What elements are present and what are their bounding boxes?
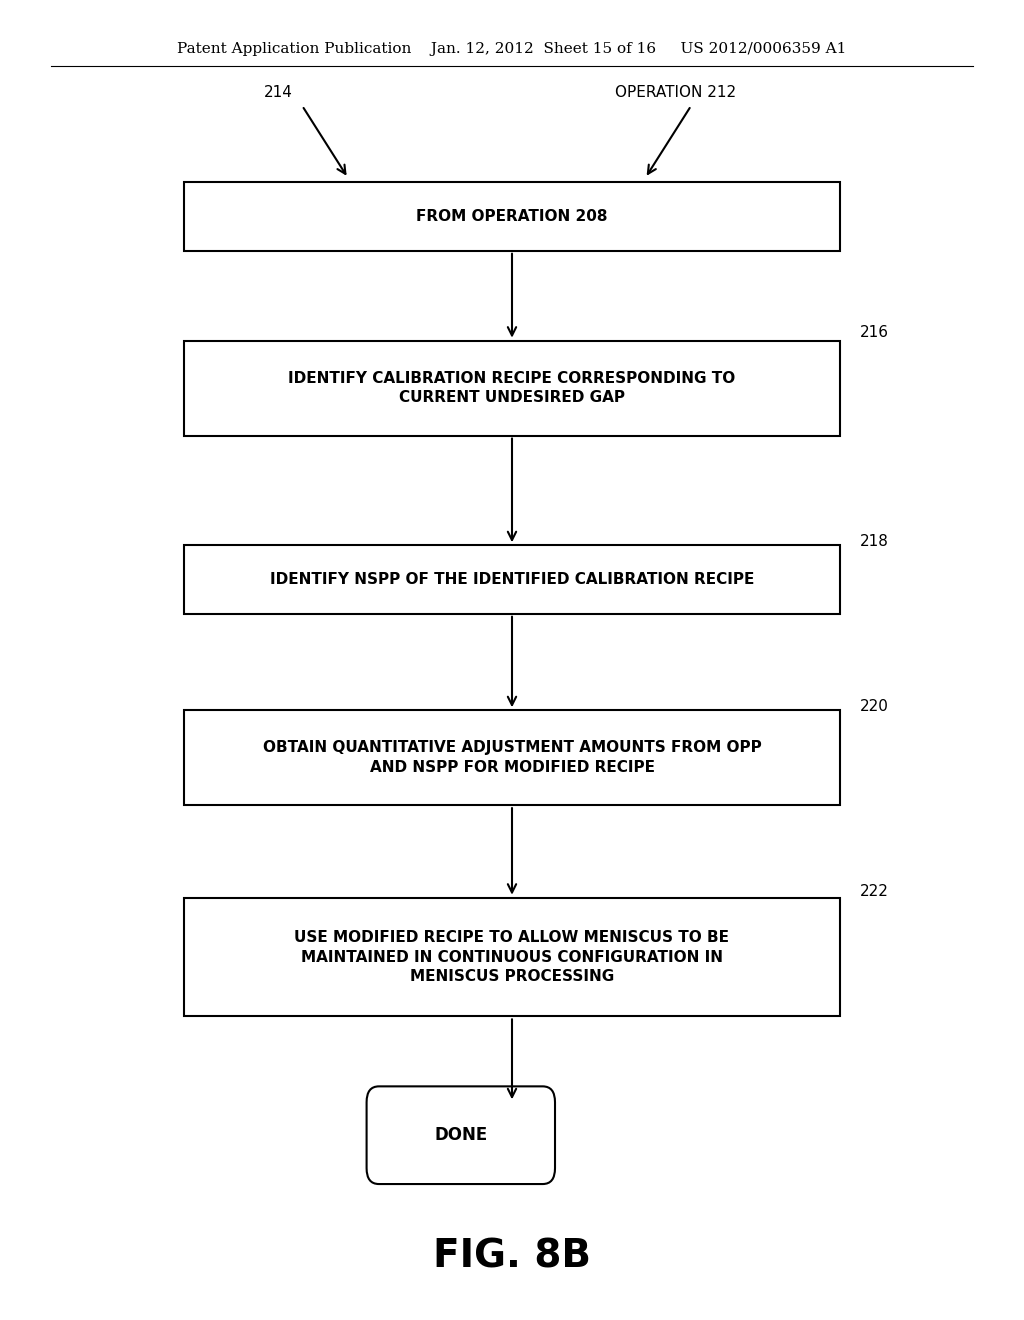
Text: 214: 214	[264, 84, 293, 100]
Text: FIG. 8B: FIG. 8B	[433, 1238, 591, 1275]
Text: IDENTIFY NSPP OF THE IDENTIFIED CALIBRATION RECIPE: IDENTIFY NSPP OF THE IDENTIFIED CALIBRAT…	[269, 572, 755, 587]
Text: 218: 218	[860, 533, 889, 549]
Text: FROM OPERATION 208: FROM OPERATION 208	[416, 209, 608, 224]
Bar	[184, 341, 840, 436]
Text: IDENTIFY CALIBRATION RECIPE CORRESPONDING TO
CURRENT UNDESIRED GAP: IDENTIFY CALIBRATION RECIPE CORRESPONDIN…	[289, 371, 735, 405]
Text: 222: 222	[860, 883, 889, 899]
Text: Patent Application Publication    Jan. 12, 2012  Sheet 15 of 16     US 2012/0006: Patent Application Publication Jan. 12, …	[177, 42, 847, 55]
Text: OBTAIN QUANTITATIVE ADJUSTMENT AMOUNTS FROM OPP
AND NSPP FOR MODIFIED RECIPE: OBTAIN QUANTITATIVE ADJUSTMENT AMOUNTS F…	[262, 741, 762, 775]
Bar	[184, 182, 840, 251]
Bar	[184, 898, 840, 1016]
Text: OPERATION 212: OPERATION 212	[615, 84, 736, 100]
Text: 220: 220	[860, 698, 889, 714]
FancyBboxPatch shape	[367, 1086, 555, 1184]
Text: 216: 216	[860, 325, 889, 341]
Text: DONE: DONE	[434, 1126, 487, 1144]
Bar	[184, 710, 840, 805]
Text: USE MODIFIED RECIPE TO ALLOW MENISCUS TO BE
MAINTAINED IN CONTINUOUS CONFIGURATI: USE MODIFIED RECIPE TO ALLOW MENISCUS TO…	[295, 929, 729, 985]
Bar	[184, 545, 840, 614]
